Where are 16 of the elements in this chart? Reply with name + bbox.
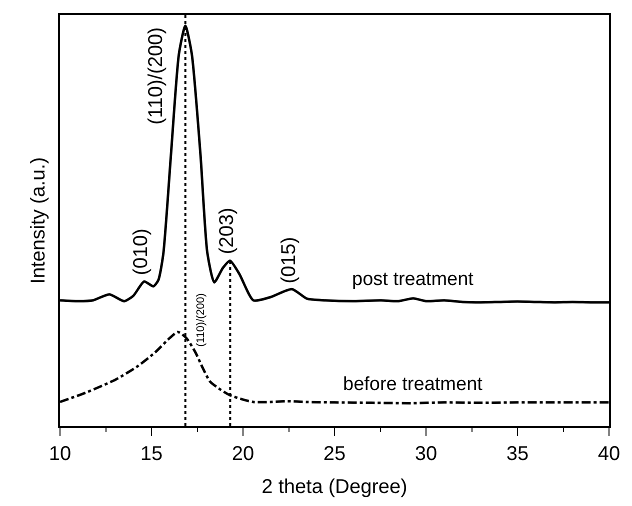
x-tick-label: 25 [323,442,346,465]
x-axis-title: 2 theta (Degree) [262,476,408,498]
x-tick-label: 15 [140,442,163,465]
x-tick-label: 30 [414,442,438,465]
annotation: (015) [278,236,300,284]
y-axis-title: Intensity (a.u.) [27,157,50,284]
annotation: (010) [130,228,152,276]
series-label: post treatment [352,269,474,290]
x-tick-label: 40 [598,442,620,465]
x-tick-label: 10 [48,442,72,465]
annotation: (110)/(200) [195,293,208,347]
x-tick-label: 20 [232,442,254,465]
x-tick-label: 35 [506,442,529,465]
series-label: before treatment [343,374,484,395]
annotation: (203) [216,208,238,254]
annotation: (110)/(200) [145,27,168,125]
